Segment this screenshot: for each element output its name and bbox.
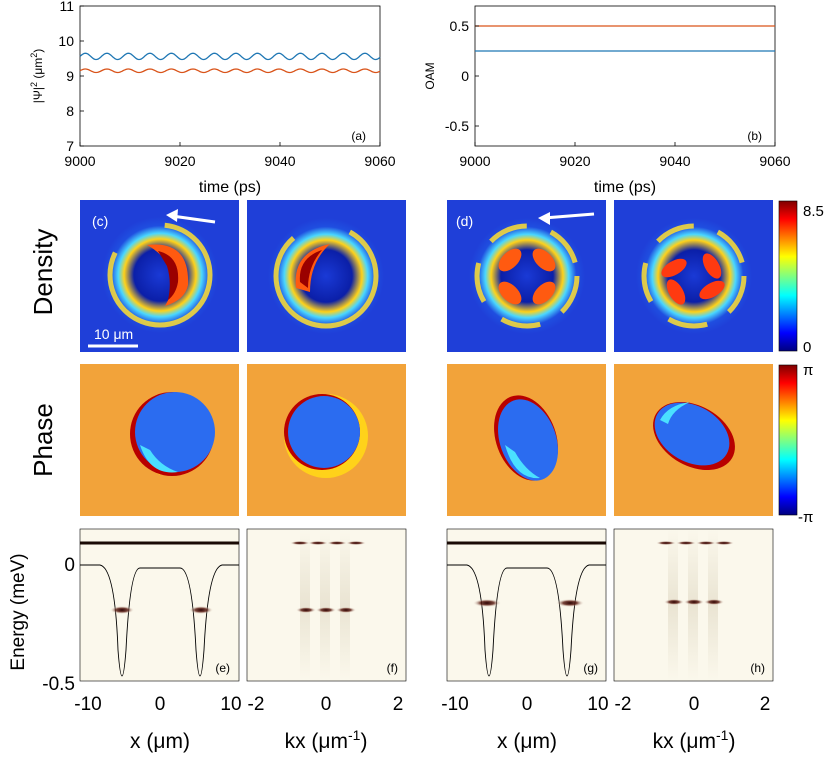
panel-b-ylabel: OAM	[423, 62, 437, 89]
density-panel-c: (c) 10 μm	[80, 200, 239, 352]
phase-row-label: Phase	[28, 403, 58, 477]
density-colorbar: 8.5 0	[778, 200, 824, 356]
density-row-label: Density	[28, 229, 58, 316]
panel-b-xtick-label-2: 9040	[659, 153, 690, 169]
panel-b-ytick-label-0: 0.5	[450, 18, 470, 34]
density-colorbar-min: 0	[803, 339, 811, 356]
panel-a-ytick-label-3: 10	[58, 33, 74, 49]
g-xtick-10: 10	[587, 694, 608, 715]
panel-b-plot: 9000 9020 9040 9060 0.5 0 -0.5 (b) time (ps) O…	[423, 5, 791, 196]
panel-c-label: (c)	[92, 213, 108, 229]
phase-colorbar-max: π	[803, 362, 813, 379]
panel-a-ylabel: |Ψ|2 (μm2)	[29, 49, 45, 104]
density-panel-d2	[614, 200, 773, 352]
panel-a-ticks: 9000 9020 9040 9060 7 8 9 10 11	[58, 0, 395, 169]
energy-panel-e: (e)	[79, 528, 240, 682]
phase-colorbar-min: -π	[798, 509, 813, 526]
panel-a-ytick-label-1: 8	[66, 103, 74, 119]
panel-a-xtick-label-1: 9020	[164, 153, 195, 169]
panel-a-plot: 9000 9020 9040 9060 7 8 9 10 11 (a) time (ps) |Ψ…	[29, 0, 396, 196]
panel-b-xtick-label-1: 9020	[559, 153, 590, 169]
panel-a-xtick-label-0: 9000	[64, 153, 95, 169]
h-xlabel: kx (μm-1)	[653, 727, 736, 753]
energy-ytick-neg-0-5: -0.5	[42, 674, 75, 695]
phase-panel-d2	[614, 364, 773, 516]
panel-b-axes-box	[474, 5, 776, 147]
density-panel-c2	[247, 200, 406, 352]
g-xtick-neg10: -10	[441, 694, 468, 715]
h-xtick-2: 2	[760, 694, 771, 715]
density-panel-d: (d)	[447, 200, 606, 352]
energy-ylabel: Energy (meV)	[8, 553, 29, 670]
panel-b-ytick-label-1: 0	[461, 68, 469, 84]
e-xtick-10: 10	[220, 694, 241, 715]
panel-d-label: (d)	[456, 213, 473, 229]
h-xtick-neg2: -2	[615, 694, 632, 715]
panel-b-xtick-label-3: 9060	[759, 153, 790, 169]
h-xtick-0: 0	[689, 694, 700, 715]
e-xtick-0: 0	[155, 694, 166, 715]
panel-b-ytick-label-2: -0.5	[445, 118, 469, 134]
energy-ytick-0: 0	[64, 555, 75, 576]
panel-b-xtick-label-0: 9000	[459, 153, 490, 169]
e-xtick-neg10: -10	[74, 694, 101, 715]
energy-panel-g: (g)	[446, 528, 607, 682]
f-xtick-0: 0	[321, 694, 332, 715]
g-xlabel: x (μm)	[497, 730, 557, 753]
scale-bar-label: 10 μm	[94, 326, 133, 342]
panel-b-ticks: 9000 9020 9040 9060 0.5 0 -0.5	[445, 18, 791, 169]
e-xlabel: x (μm)	[130, 730, 190, 753]
panel-h-label: (h)	[750, 661, 765, 675]
panel-a-axes-box	[79, 5, 381, 147]
panel-a-ytick-label-0: 7	[66, 138, 74, 154]
f-xlabel: kx (μm-1)	[285, 727, 368, 753]
panel-a-xlabel: time (ps)	[199, 179, 261, 196]
panel-b-label: (b)	[747, 129, 762, 143]
panel-e-label: (e)	[215, 661, 230, 675]
panel-a-series-red	[79, 68, 381, 74]
phase-panel-c2	[247, 364, 406, 516]
phase-colorbar: π -π	[778, 362, 813, 526]
g-xtick-0: 0	[522, 694, 533, 715]
panel-f-label: (f)	[387, 661, 398, 675]
panel-a-ytick-label-2: 9	[66, 68, 74, 84]
phase-panel-d	[447, 364, 606, 516]
f-xtick-neg2: -2	[248, 694, 265, 715]
f-xtick-2: 2	[393, 694, 404, 715]
energy-panel-h: (h)	[613, 528, 774, 682]
panel-a-series-blue	[79, 52, 381, 61]
panel-a-ytick-label-4: 11	[59, 0, 74, 14]
panel-b-xlabel: time (ps)	[594, 179, 656, 196]
panel-a-xtick-label-2: 9040	[264, 153, 295, 169]
phase-panel-c	[80, 364, 239, 516]
panel-a-label: (a)	[351, 129, 366, 143]
panel-a-xtick-label-3: 9060	[364, 153, 395, 169]
energy-panel-f: (f)	[246, 528, 407, 682]
density-colorbar-max: 8.5	[803, 203, 824, 220]
panel-g-label: (g)	[583, 661, 598, 675]
